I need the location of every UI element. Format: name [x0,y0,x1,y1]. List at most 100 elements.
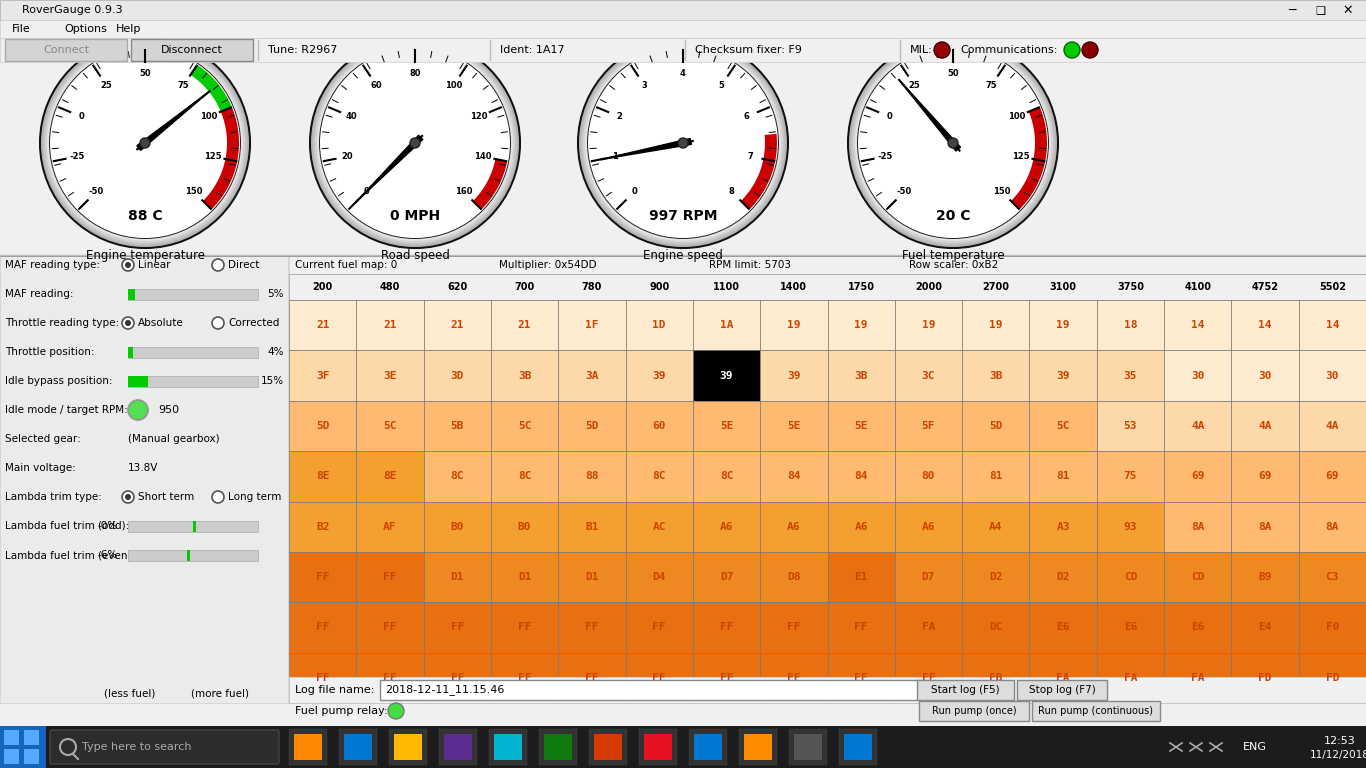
FancyBboxPatch shape [895,300,962,350]
Text: 140: 140 [474,152,492,161]
Text: FF: FF [787,673,800,683]
Text: 0: 0 [78,112,85,121]
Text: 13.8V: 13.8V [128,463,158,473]
Text: 2018-12-11_11.15.46: 2018-12-11_11.15.46 [385,684,504,696]
Text: 30: 30 [1258,371,1272,381]
FancyBboxPatch shape [1097,552,1164,602]
Text: 8A: 8A [1191,521,1205,531]
Text: FD: FD [1258,673,1272,683]
Text: 8E: 8E [384,472,396,482]
Text: 88 C: 88 C [127,209,163,223]
FancyBboxPatch shape [962,602,1030,653]
FancyBboxPatch shape [693,451,761,502]
Text: 88: 88 [585,472,598,482]
Text: Linear: Linear [138,260,171,270]
FancyBboxPatch shape [693,502,761,552]
Text: 4%: 4% [268,347,284,357]
Text: 30: 30 [1325,371,1339,381]
Text: 4752: 4752 [1251,282,1279,292]
Text: 5E: 5E [854,421,867,431]
Text: 40: 40 [346,112,357,121]
Text: 1100: 1100 [713,282,740,292]
Text: 120: 120 [470,112,488,121]
FancyBboxPatch shape [828,653,895,703]
FancyBboxPatch shape [1299,451,1366,502]
Text: FD: FD [1325,673,1339,683]
Text: 620: 620 [447,282,467,292]
FancyBboxPatch shape [0,0,1366,20]
Text: Ident: 1A17: Ident: 1A17 [500,45,564,55]
Text: 75: 75 [178,81,189,90]
Text: 4: 4 [680,69,686,78]
Text: 19: 19 [787,320,800,330]
Text: FF: FF [854,673,867,683]
Text: 1: 1 [612,152,619,161]
Text: 1A: 1A [720,320,734,330]
Text: FF: FF [720,622,734,632]
Text: -50: -50 [896,187,912,197]
FancyBboxPatch shape [357,552,423,602]
Text: Corrected: Corrected [228,318,280,328]
Circle shape [320,47,511,239]
Text: 8C: 8C [720,472,734,482]
Text: 5E: 5E [787,421,800,431]
Circle shape [856,47,1049,239]
Circle shape [410,138,419,148]
FancyBboxPatch shape [51,730,279,764]
Text: 5: 5 [719,81,724,90]
Text: 84: 84 [787,472,800,482]
Text: 19: 19 [1056,320,1070,330]
FancyBboxPatch shape [1231,502,1299,552]
FancyBboxPatch shape [290,729,326,765]
FancyBboxPatch shape [694,734,723,760]
FancyBboxPatch shape [1231,602,1299,653]
Text: 14: 14 [1191,320,1205,330]
Circle shape [126,262,131,268]
Text: 900: 900 [649,282,669,292]
Text: D8: D8 [787,572,800,582]
FancyBboxPatch shape [290,274,1366,300]
Text: -25: -25 [70,152,85,161]
Circle shape [126,494,131,500]
FancyBboxPatch shape [294,734,322,760]
Text: 4A: 4A [1191,421,1205,431]
FancyBboxPatch shape [128,289,258,300]
Circle shape [587,48,779,238]
Text: ─: ─ [1288,4,1296,16]
FancyBboxPatch shape [761,502,828,552]
FancyBboxPatch shape [962,401,1030,451]
Text: 700: 700 [515,282,534,292]
Text: 5D: 5D [316,421,329,431]
FancyBboxPatch shape [559,602,626,653]
FancyBboxPatch shape [761,653,828,703]
Text: AC: AC [653,521,667,531]
FancyBboxPatch shape [559,401,626,451]
FancyBboxPatch shape [626,350,693,401]
FancyBboxPatch shape [357,602,423,653]
Text: MAF reading type:: MAF reading type: [5,260,100,270]
Text: D4: D4 [653,572,667,582]
Text: 3E: 3E [384,371,396,381]
Text: Long term: Long term [228,492,281,502]
Text: 80: 80 [410,69,421,78]
FancyBboxPatch shape [594,734,622,760]
Text: B0: B0 [451,521,464,531]
FancyBboxPatch shape [1097,300,1164,350]
Text: Row scaler: 0xB2: Row scaler: 0xB2 [908,260,999,270]
Text: Absolute: Absolute [138,318,184,328]
Text: Short term: Short term [138,492,194,502]
FancyBboxPatch shape [290,602,357,653]
FancyBboxPatch shape [1299,602,1366,653]
Text: 39: 39 [653,371,667,381]
FancyBboxPatch shape [559,451,626,502]
Text: 8C: 8C [518,472,531,482]
Text: FF: FF [653,622,667,632]
Text: Multiplier: 0x54DD: Multiplier: 0x54DD [499,260,597,270]
FancyBboxPatch shape [0,726,46,768]
FancyBboxPatch shape [290,552,357,602]
Text: Checksum fixer: F9: Checksum fixer: F9 [695,45,802,55]
Wedge shape [1011,107,1046,210]
Text: 39: 39 [1056,371,1070,381]
Text: D1: D1 [518,572,531,582]
FancyBboxPatch shape [828,451,895,502]
